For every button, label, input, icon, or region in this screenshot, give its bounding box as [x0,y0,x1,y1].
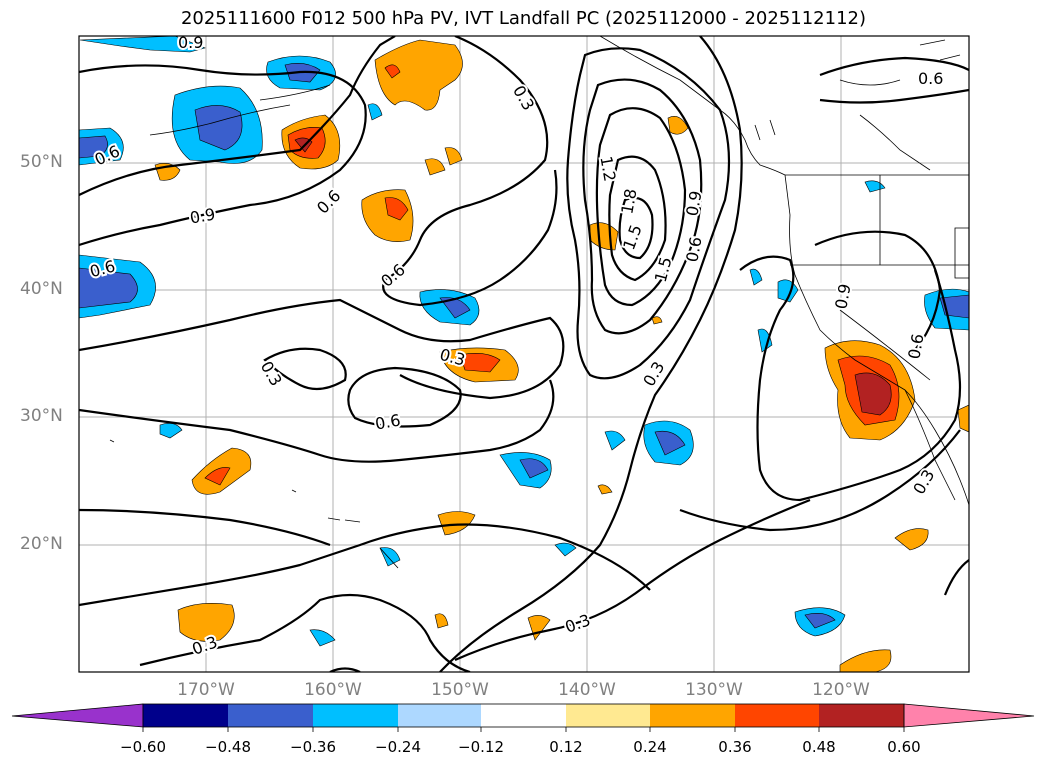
colorbar-cell [566,704,650,727]
colorbar-cell [735,704,819,727]
lon-label: 150°W [431,680,489,700]
colorbar-tick-label: −0.24 [375,738,421,756]
colorbar [11,703,1035,732]
colorbar-outline [142,703,905,728]
pv-negative-fills [79,36,969,647]
colorbar-tick-label: −0.48 [205,738,251,756]
contour-label: 0.6 [682,235,705,263]
colorbar-tick-label: 0.48 [802,738,836,756]
map-border [78,35,970,673]
contour-label: 0.6 [918,69,943,88]
colorbar-extend-low [11,703,144,728]
lon-label: 140°W [558,680,616,700]
lat-label: 50°N [20,152,63,172]
colorbar-tick-label: −0.36 [290,738,336,756]
colorbar-tick-label: 0.12 [549,738,583,756]
lon-label: 120°W [812,680,870,700]
colorbar-cell [228,704,313,727]
lat-label: 40°N [20,279,63,299]
pv-positive-fills [154,39,969,672]
lat-label: 20°N [20,534,63,554]
contour-labels: 0.3 0.6 0.6 0.6 0.9 0.6 0.6 0.3 0.3 0.6 … [86,33,946,661]
lon-label: 130°W [685,680,743,700]
contour-label: 0.9 [178,33,203,52]
colorbar-extend-high [903,703,1035,728]
colorbar-tick-label: 0.24 [633,738,667,756]
lat-label: 30°N [20,406,63,426]
colorbar-cell [481,704,566,727]
colorbar-cell [398,704,481,727]
colorbar-cell [313,704,398,727]
ivt-contours [79,36,969,672]
map-title: 2025111600 F012 500 hPa PV, IVT Landfall… [180,8,867,29]
colorbar-tick-label: 0.36 [718,738,752,756]
colorbar-cell [819,704,904,727]
coastlines [109,36,969,569]
colorbar-tick-label: −0.12 [458,738,504,756]
colorbar-tick-label: −0.60 [120,738,166,756]
colorbar-tick-label: 0.60 [887,738,921,756]
colorbar-cell [650,704,735,727]
colorbar-cell [143,704,228,727]
lon-label: 160°W [304,680,362,700]
contour-label: 0.9 [188,204,216,227]
lon-label: 170°W [177,680,235,700]
